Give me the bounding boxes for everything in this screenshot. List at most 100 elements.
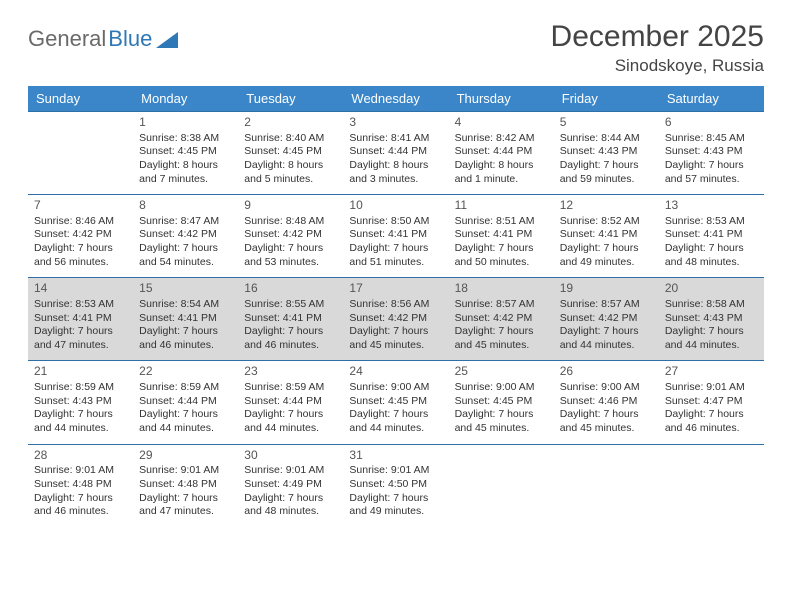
cell-info-line: Sunrise: 8:58 AM: [665, 298, 758, 312]
calendar-cell: 12Sunrise: 8:52 AMSunset: 4:41 PMDayligh…: [554, 195, 659, 278]
cell-info-line: Sunset: 4:50 PM: [349, 478, 442, 492]
cell-info-line: Sunrise: 8:47 AM: [139, 215, 232, 229]
cell-info-line: Sunset: 4:45 PM: [455, 395, 548, 409]
calendar-week-row: 21Sunrise: 8:59 AMSunset: 4:43 PMDayligh…: [28, 361, 764, 444]
day-number: 14: [34, 281, 127, 297]
cell-info-line: Sunrise: 8:51 AM: [455, 215, 548, 229]
day-number: 12: [560, 198, 653, 214]
calendar-cell: 29Sunrise: 9:01 AMSunset: 4:48 PMDayligh…: [133, 444, 238, 527]
cell-info-line: Sunset: 4:49 PM: [244, 478, 337, 492]
calendar-cell: 31Sunrise: 9:01 AMSunset: 4:50 PMDayligh…: [343, 444, 448, 527]
cell-info-line: Sunrise: 8:57 AM: [560, 298, 653, 312]
cell-info-line: Sunset: 4:41 PM: [244, 312, 337, 326]
calendar-cell: [28, 112, 133, 195]
day-number: 24: [349, 364, 442, 380]
cell-info-line: Sunrise: 9:01 AM: [34, 464, 127, 478]
cell-info-line: Sunrise: 8:46 AM: [34, 215, 127, 229]
cell-info-line: Sunrise: 8:56 AM: [349, 298, 442, 312]
brand-part1: General: [28, 26, 106, 52]
day-number: 7: [34, 198, 127, 214]
cell-info-line: Sunset: 4:44 PM: [139, 395, 232, 409]
cell-info-line: Sunset: 4:42 PM: [244, 228, 337, 242]
cell-info-line: Daylight: 7 hours and 44 minutes.: [139, 408, 232, 435]
calendar-cell: 17Sunrise: 8:56 AMSunset: 4:42 PMDayligh…: [343, 278, 448, 361]
cell-info-line: Sunset: 4:45 PM: [349, 395, 442, 409]
cell-info-line: Sunrise: 8:50 AM: [349, 215, 442, 229]
cell-info-line: Daylight: 7 hours and 50 minutes.: [455, 242, 548, 269]
month-title: December 2025: [551, 20, 764, 54]
cell-info-line: Sunset: 4:44 PM: [349, 145, 442, 159]
day-number: 22: [139, 364, 232, 380]
calendar-cell: 9Sunrise: 8:48 AMSunset: 4:42 PMDaylight…: [238, 195, 343, 278]
cell-info-line: Sunrise: 8:48 AM: [244, 215, 337, 229]
cell-info-line: Daylight: 7 hours and 49 minutes.: [349, 492, 442, 519]
cell-info-line: Daylight: 7 hours and 45 minutes.: [560, 408, 653, 435]
brand-logo: GeneralBlue: [28, 20, 178, 52]
calendar-cell: 30Sunrise: 9:01 AMSunset: 4:49 PMDayligh…: [238, 444, 343, 527]
day-number: 11: [455, 198, 548, 214]
cell-info-line: Sunrise: 8:59 AM: [34, 381, 127, 395]
cell-info-line: Daylight: 7 hours and 49 minutes.: [560, 242, 653, 269]
cell-info-line: Daylight: 7 hours and 45 minutes.: [349, 325, 442, 352]
cell-info-line: Sunrise: 8:41 AM: [349, 132, 442, 146]
cell-info-line: Sunset: 4:41 PM: [665, 228, 758, 242]
day-number: 27: [665, 364, 758, 380]
day-number: 3: [349, 115, 442, 131]
page-header: GeneralBlue December 2025 Sinodskoye, Ru…: [28, 20, 764, 76]
cell-info-line: Daylight: 7 hours and 44 minutes.: [34, 408, 127, 435]
cell-info-line: Sunset: 4:43 PM: [34, 395, 127, 409]
day-header: Thursday: [449, 86, 554, 112]
cell-info-line: Sunset: 4:42 PM: [34, 228, 127, 242]
calendar-cell: 8Sunrise: 8:47 AMSunset: 4:42 PMDaylight…: [133, 195, 238, 278]
day-number: 1: [139, 115, 232, 131]
cell-info-line: Sunrise: 8:59 AM: [139, 381, 232, 395]
cell-info-line: Daylight: 7 hours and 46 minutes.: [665, 408, 758, 435]
cell-info-line: Sunrise: 9:01 AM: [665, 381, 758, 395]
day-number: 4: [455, 115, 548, 131]
calendar-cell: 28Sunrise: 9:01 AMSunset: 4:48 PMDayligh…: [28, 444, 133, 527]
cell-info-line: Daylight: 7 hours and 45 minutes.: [455, 325, 548, 352]
calendar-head: SundayMondayTuesdayWednesdayThursdayFrid…: [28, 86, 764, 112]
cell-info-line: Daylight: 8 hours and 5 minutes.: [244, 159, 337, 186]
calendar-cell: 24Sunrise: 9:00 AMSunset: 4:45 PMDayligh…: [343, 361, 448, 444]
cell-info-line: Sunrise: 9:00 AM: [455, 381, 548, 395]
day-header: Wednesday: [343, 86, 448, 112]
cell-info-line: Sunset: 4:43 PM: [560, 145, 653, 159]
day-number: 25: [455, 364, 548, 380]
day-number: 2: [244, 115, 337, 131]
calendar-cell: 2Sunrise: 8:40 AMSunset: 4:45 PMDaylight…: [238, 112, 343, 195]
brand-part2: Blue: [108, 26, 152, 52]
day-number: 16: [244, 281, 337, 297]
brand-triangle-icon: [156, 30, 178, 48]
day-number: 5: [560, 115, 653, 131]
day-number: 31: [349, 448, 442, 464]
calendar-week-row: 28Sunrise: 9:01 AMSunset: 4:48 PMDayligh…: [28, 444, 764, 527]
cell-info-line: Sunset: 4:44 PM: [244, 395, 337, 409]
day-number: 9: [244, 198, 337, 214]
day-number: 18: [455, 281, 548, 297]
calendar-cell: 5Sunrise: 8:44 AMSunset: 4:43 PMDaylight…: [554, 112, 659, 195]
calendar-cell: 16Sunrise: 8:55 AMSunset: 4:41 PMDayligh…: [238, 278, 343, 361]
cell-info-line: Sunset: 4:41 PM: [455, 228, 548, 242]
cell-info-line: Sunrise: 8:57 AM: [455, 298, 548, 312]
day-header: Sunday: [28, 86, 133, 112]
calendar-cell: 11Sunrise: 8:51 AMSunset: 4:41 PMDayligh…: [449, 195, 554, 278]
calendar-cell: 1Sunrise: 8:38 AMSunset: 4:45 PMDaylight…: [133, 112, 238, 195]
day-number: 10: [349, 198, 442, 214]
cell-info-line: Sunset: 4:42 PM: [349, 312, 442, 326]
cell-info-line: Daylight: 8 hours and 3 minutes.: [349, 159, 442, 186]
calendar-cell: 6Sunrise: 8:45 AMSunset: 4:43 PMDaylight…: [659, 112, 764, 195]
cell-info-line: Sunrise: 8:38 AM: [139, 132, 232, 146]
cell-info-line: Sunset: 4:48 PM: [34, 478, 127, 492]
cell-info-line: Sunset: 4:41 PM: [139, 312, 232, 326]
cell-info-line: Sunrise: 8:53 AM: [34, 298, 127, 312]
calendar-week-row: 1Sunrise: 8:38 AMSunset: 4:45 PM Daylight…: [28, 112, 764, 195]
cell-info-line: Sunset: 4:45 PM: [139, 145, 232, 159]
cell-info-line: Sunset: 4:42 PM: [139, 228, 232, 242]
day-number: 21: [34, 364, 127, 380]
calendar-cell: 27Sunrise: 9:01 AMSunset: 4:47 PMDayligh…: [659, 361, 764, 444]
cell-info-line: Daylight: 7 hours and 51 minutes.: [349, 242, 442, 269]
cell-info-line: Sunrise: 8:45 AM: [665, 132, 758, 146]
calendar-cell: 26Sunrise: 9:00 AMSunset: 4:46 PMDayligh…: [554, 361, 659, 444]
day-number: 23: [244, 364, 337, 380]
